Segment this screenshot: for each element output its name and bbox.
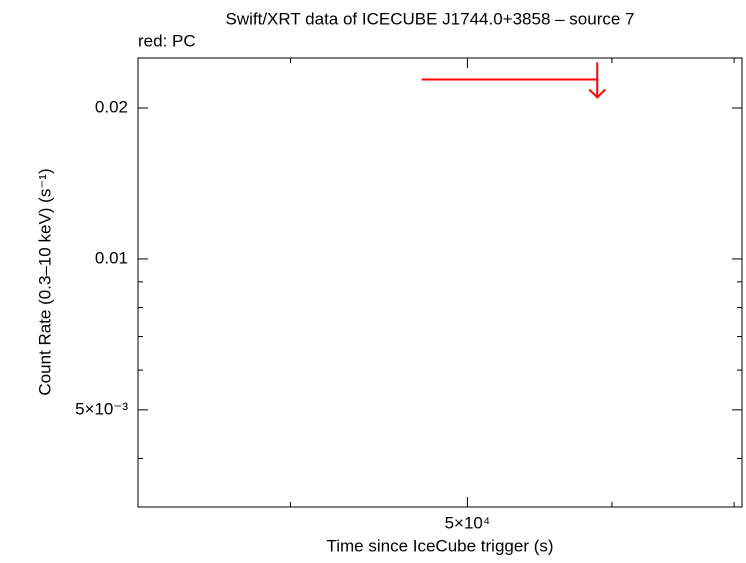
y-tick-label: 0.01 [95, 248, 128, 267]
x-axis-label: Time since IceCube trigger (s) [326, 536, 553, 555]
chart-title: Swift/XRT data of ICECUBE J1744.0+3858 –… [225, 9, 634, 28]
x-tick-label: 5×10⁴ [445, 513, 491, 532]
y-axis-label: Count Rate (0.3–10 keV) (s⁻¹) [35, 168, 54, 395]
y-tick-label: 5×10⁻³ [75, 399, 128, 418]
upper-limit-arrow [588, 62, 606, 99]
y-tick-label: 0.02 [95, 97, 128, 116]
chart-subtitle: red: PC [138, 31, 196, 50]
plot-frame [137, 57, 743, 508]
